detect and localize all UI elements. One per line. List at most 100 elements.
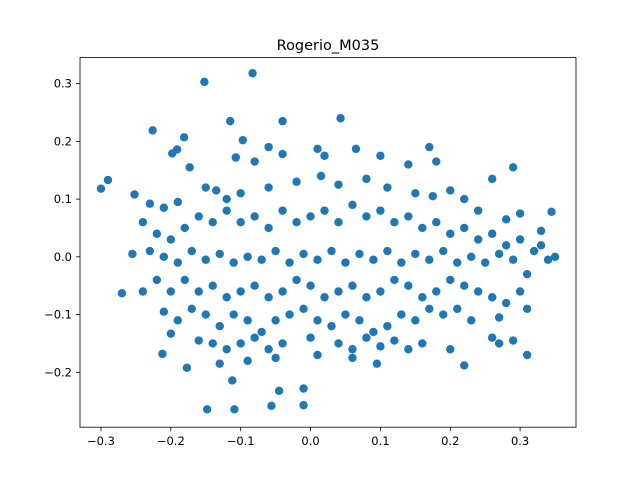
data-point [292,275,301,285]
data-point [278,116,287,126]
data-point [250,281,259,290]
data-point [187,304,196,314]
data-point [236,287,245,296]
data-point [313,255,322,264]
data-point [250,212,259,221]
data-point [522,350,532,360]
data-point [487,293,497,302]
data-point [159,307,169,316]
data-point [418,223,427,233]
data-point [103,175,113,185]
data-point [515,235,525,244]
data-point [494,339,504,348]
data-point [334,339,343,348]
data-point [522,304,532,314]
data-point [369,327,378,337]
data-point [460,361,469,370]
data-point [383,321,392,331]
data-point [212,186,221,195]
data-point [334,217,343,227]
data-point [460,223,469,233]
data-point [208,281,217,290]
data-point [536,226,546,236]
data-point [334,180,343,189]
data-point [362,212,371,221]
data-point [404,160,413,169]
data-point [168,149,177,158]
data-point [336,114,345,123]
data-point [208,339,217,348]
data-point [306,212,315,221]
data-point [334,287,343,296]
data-point [313,350,322,360]
data-point [474,206,483,215]
data-point [439,310,448,319]
data-point [515,287,525,296]
data-point [446,229,455,238]
data-point [166,329,176,338]
data-point [383,246,392,256]
data-point [179,133,189,142]
data-point [327,321,336,331]
data-point [362,293,371,302]
data-point [222,194,231,204]
data-point [383,183,392,192]
data-point [215,321,224,331]
data-point [166,235,176,244]
data-point [348,200,357,210]
data-point [404,345,413,354]
data-point [453,304,462,314]
data-point [372,359,382,368]
plot-frame [79,57,577,428]
data-point [180,275,189,285]
data-point [487,229,497,238]
data-point [550,252,560,262]
data-point [194,287,203,296]
data-point [201,255,210,264]
data-point [390,217,399,227]
data-point [348,345,357,354]
data-point [271,246,280,256]
data-point [348,353,357,363]
data-point [418,339,427,348]
data-point [236,339,245,348]
data-point [460,281,469,290]
data-point [390,275,399,285]
data-point [425,304,434,314]
data-point [201,310,210,319]
data-point [529,246,539,256]
data-point [194,212,203,221]
data-point [236,189,245,198]
data-point [138,287,148,296]
data-point [230,405,239,414]
data-point [226,116,235,126]
data-point [185,163,194,172]
data-point [547,207,556,216]
y-tick-label: 0.1 [54,192,72,206]
data-point [536,241,546,250]
y-tick-label: 0.2 [54,134,72,148]
data-point [180,223,189,233]
data-point [515,209,525,218]
data-point [222,293,231,302]
data-point [397,310,406,319]
data-point [487,174,497,184]
data-point [341,310,350,319]
data-point [200,77,209,87]
data-point [425,255,434,264]
data-point [267,401,276,411]
data-point [299,249,308,259]
data-point [446,186,455,195]
data-point [257,327,266,337]
data-point [243,356,252,365]
data-point [446,345,455,354]
data-point [208,217,217,227]
data-point [243,316,252,325]
data-point [376,287,385,296]
data-point [187,246,196,256]
data-point [264,223,273,233]
data-point [248,68,257,78]
data-point [327,246,336,256]
y-tick-label: 0.0 [54,250,72,264]
